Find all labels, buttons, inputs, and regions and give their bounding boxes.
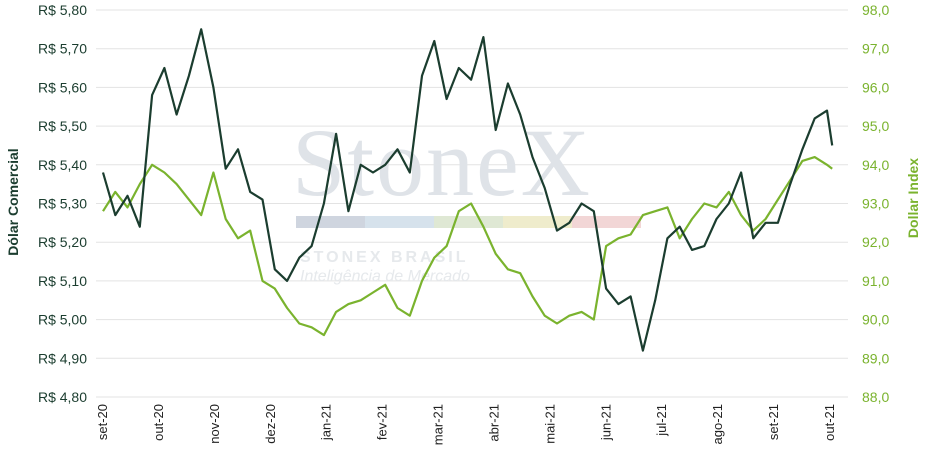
right-axis-ticks: 88,0 89,0 90,0 91,0 92,0 93,0 94,0 95,0 96,0 97,0… <box>862 2 889 405</box>
x-tick-label: mai-21 <box>542 404 557 444</box>
right-tick-label: 90,0 <box>862 312 889 328</box>
left-tick-label: R$ 4,90 <box>38 350 87 366</box>
x-tick-label: fev-21 <box>375 404 390 440</box>
x-tick-label: jul-21 <box>654 404 669 437</box>
stonex-watermark: StoneX STONEX BRASIL Inteligência de Mer… <box>292 109 641 285</box>
watermark-color-stripe <box>296 216 641 228</box>
right-tick-label: 88,0 <box>862 389 889 405</box>
watermark-stripe-segment <box>572 216 641 228</box>
x-tick-label: ago-21 <box>710 404 725 444</box>
right-tick-label: 95,0 <box>862 118 889 134</box>
left-tick-label: R$ 5,30 <box>38 196 87 212</box>
left-tick-label: R$ 5,40 <box>38 157 87 173</box>
right-tick-label: 94,0 <box>862 157 889 173</box>
series-lines <box>101 28 834 352</box>
right-tick-label: 98,0 <box>862 2 889 18</box>
left-tick-label: R$ 5,80 <box>38 2 87 18</box>
right-tick-label: 92,0 <box>862 234 889 250</box>
watermark-tagline: Inteligência de Mercado <box>300 268 470 285</box>
x-tick-label: dez-20 <box>263 404 278 444</box>
x-tick-label: out-20 <box>151 404 166 441</box>
x-tick-label: nov-20 <box>207 404 222 444</box>
left-tick-label: R$ 4,80 <box>38 389 87 405</box>
series-line-dolar-comercial <box>101 28 834 352</box>
x-tick-label: jan-21 <box>319 404 334 441</box>
right-tick-label: 96,0 <box>862 79 889 95</box>
right-tick-label: 91,0 <box>862 273 889 289</box>
left-axis-ticks: R$ 4,80 R$ 4,90 R$ 5,00 R$ 5,10 R$ 5,20 R$ 5,… <box>38 2 87 405</box>
watermark-stripe-segment <box>365 216 434 228</box>
watermark-brand: STONEX BRASIL <box>300 249 469 266</box>
right-tick-label: 93,0 <box>862 196 889 212</box>
x-tick-label: abr-21 <box>486 404 501 442</box>
right-tick-label: 97,0 <box>862 41 889 57</box>
x-tick-label: out-21 <box>822 404 837 441</box>
left-tick-label: R$ 5,10 <box>38 273 87 289</box>
x-axis-ticks: set-20 out-20 nov-20 dez-20 jan-21 fev-21 mar-… <box>95 404 837 445</box>
watermark-stripe-segment <box>296 216 365 228</box>
left-tick-label: R$ 5,20 <box>38 234 87 250</box>
watermark-logo: StoneX <box>292 109 592 216</box>
x-tick-label: mar-21 <box>431 404 446 445</box>
watermark-stripe-segment <box>434 216 503 228</box>
left-tick-label: R$ 5,60 <box>38 79 87 95</box>
right-tick-label: 89,0 <box>862 350 889 366</box>
left-tick-label: R$ 5,50 <box>38 118 87 134</box>
right-axis-label: Dollar Index <box>905 158 921 238</box>
left-tick-label: R$ 5,70 <box>38 41 87 57</box>
left-tick-label: R$ 5,00 <box>38 312 87 328</box>
x-tick-label: set-21 <box>766 404 781 440</box>
series-line-dollar-index <box>102 156 833 337</box>
x-tick-label: set-20 <box>95 404 110 440</box>
x-tick-label: jun-21 <box>598 404 613 441</box>
left-axis-label: Dólar Comercial <box>5 148 21 255</box>
watermark-stripe-segment <box>503 216 572 228</box>
